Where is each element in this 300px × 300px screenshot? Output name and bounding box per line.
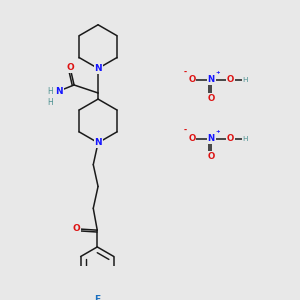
Text: O: O (66, 63, 74, 72)
Text: O: O (73, 224, 80, 233)
Text: O: O (208, 94, 215, 103)
Text: N: N (208, 75, 215, 84)
Text: F: F (94, 296, 100, 300)
Text: O: O (208, 152, 215, 161)
Text: O: O (227, 134, 234, 143)
Text: H: H (242, 77, 248, 83)
Text: O: O (188, 134, 196, 143)
Text: H: H (47, 98, 53, 107)
Text: O: O (188, 75, 196, 84)
Text: N: N (208, 134, 215, 143)
Text: +: + (216, 129, 220, 134)
Text: H: H (242, 136, 248, 142)
Text: N: N (94, 64, 102, 73)
Text: -: - (183, 126, 187, 135)
Text: O: O (227, 75, 234, 84)
Text: N: N (94, 138, 102, 147)
Text: H: H (47, 87, 53, 96)
Text: -: - (183, 68, 187, 77)
Text: +: + (216, 70, 220, 75)
Text: N: N (56, 87, 63, 96)
